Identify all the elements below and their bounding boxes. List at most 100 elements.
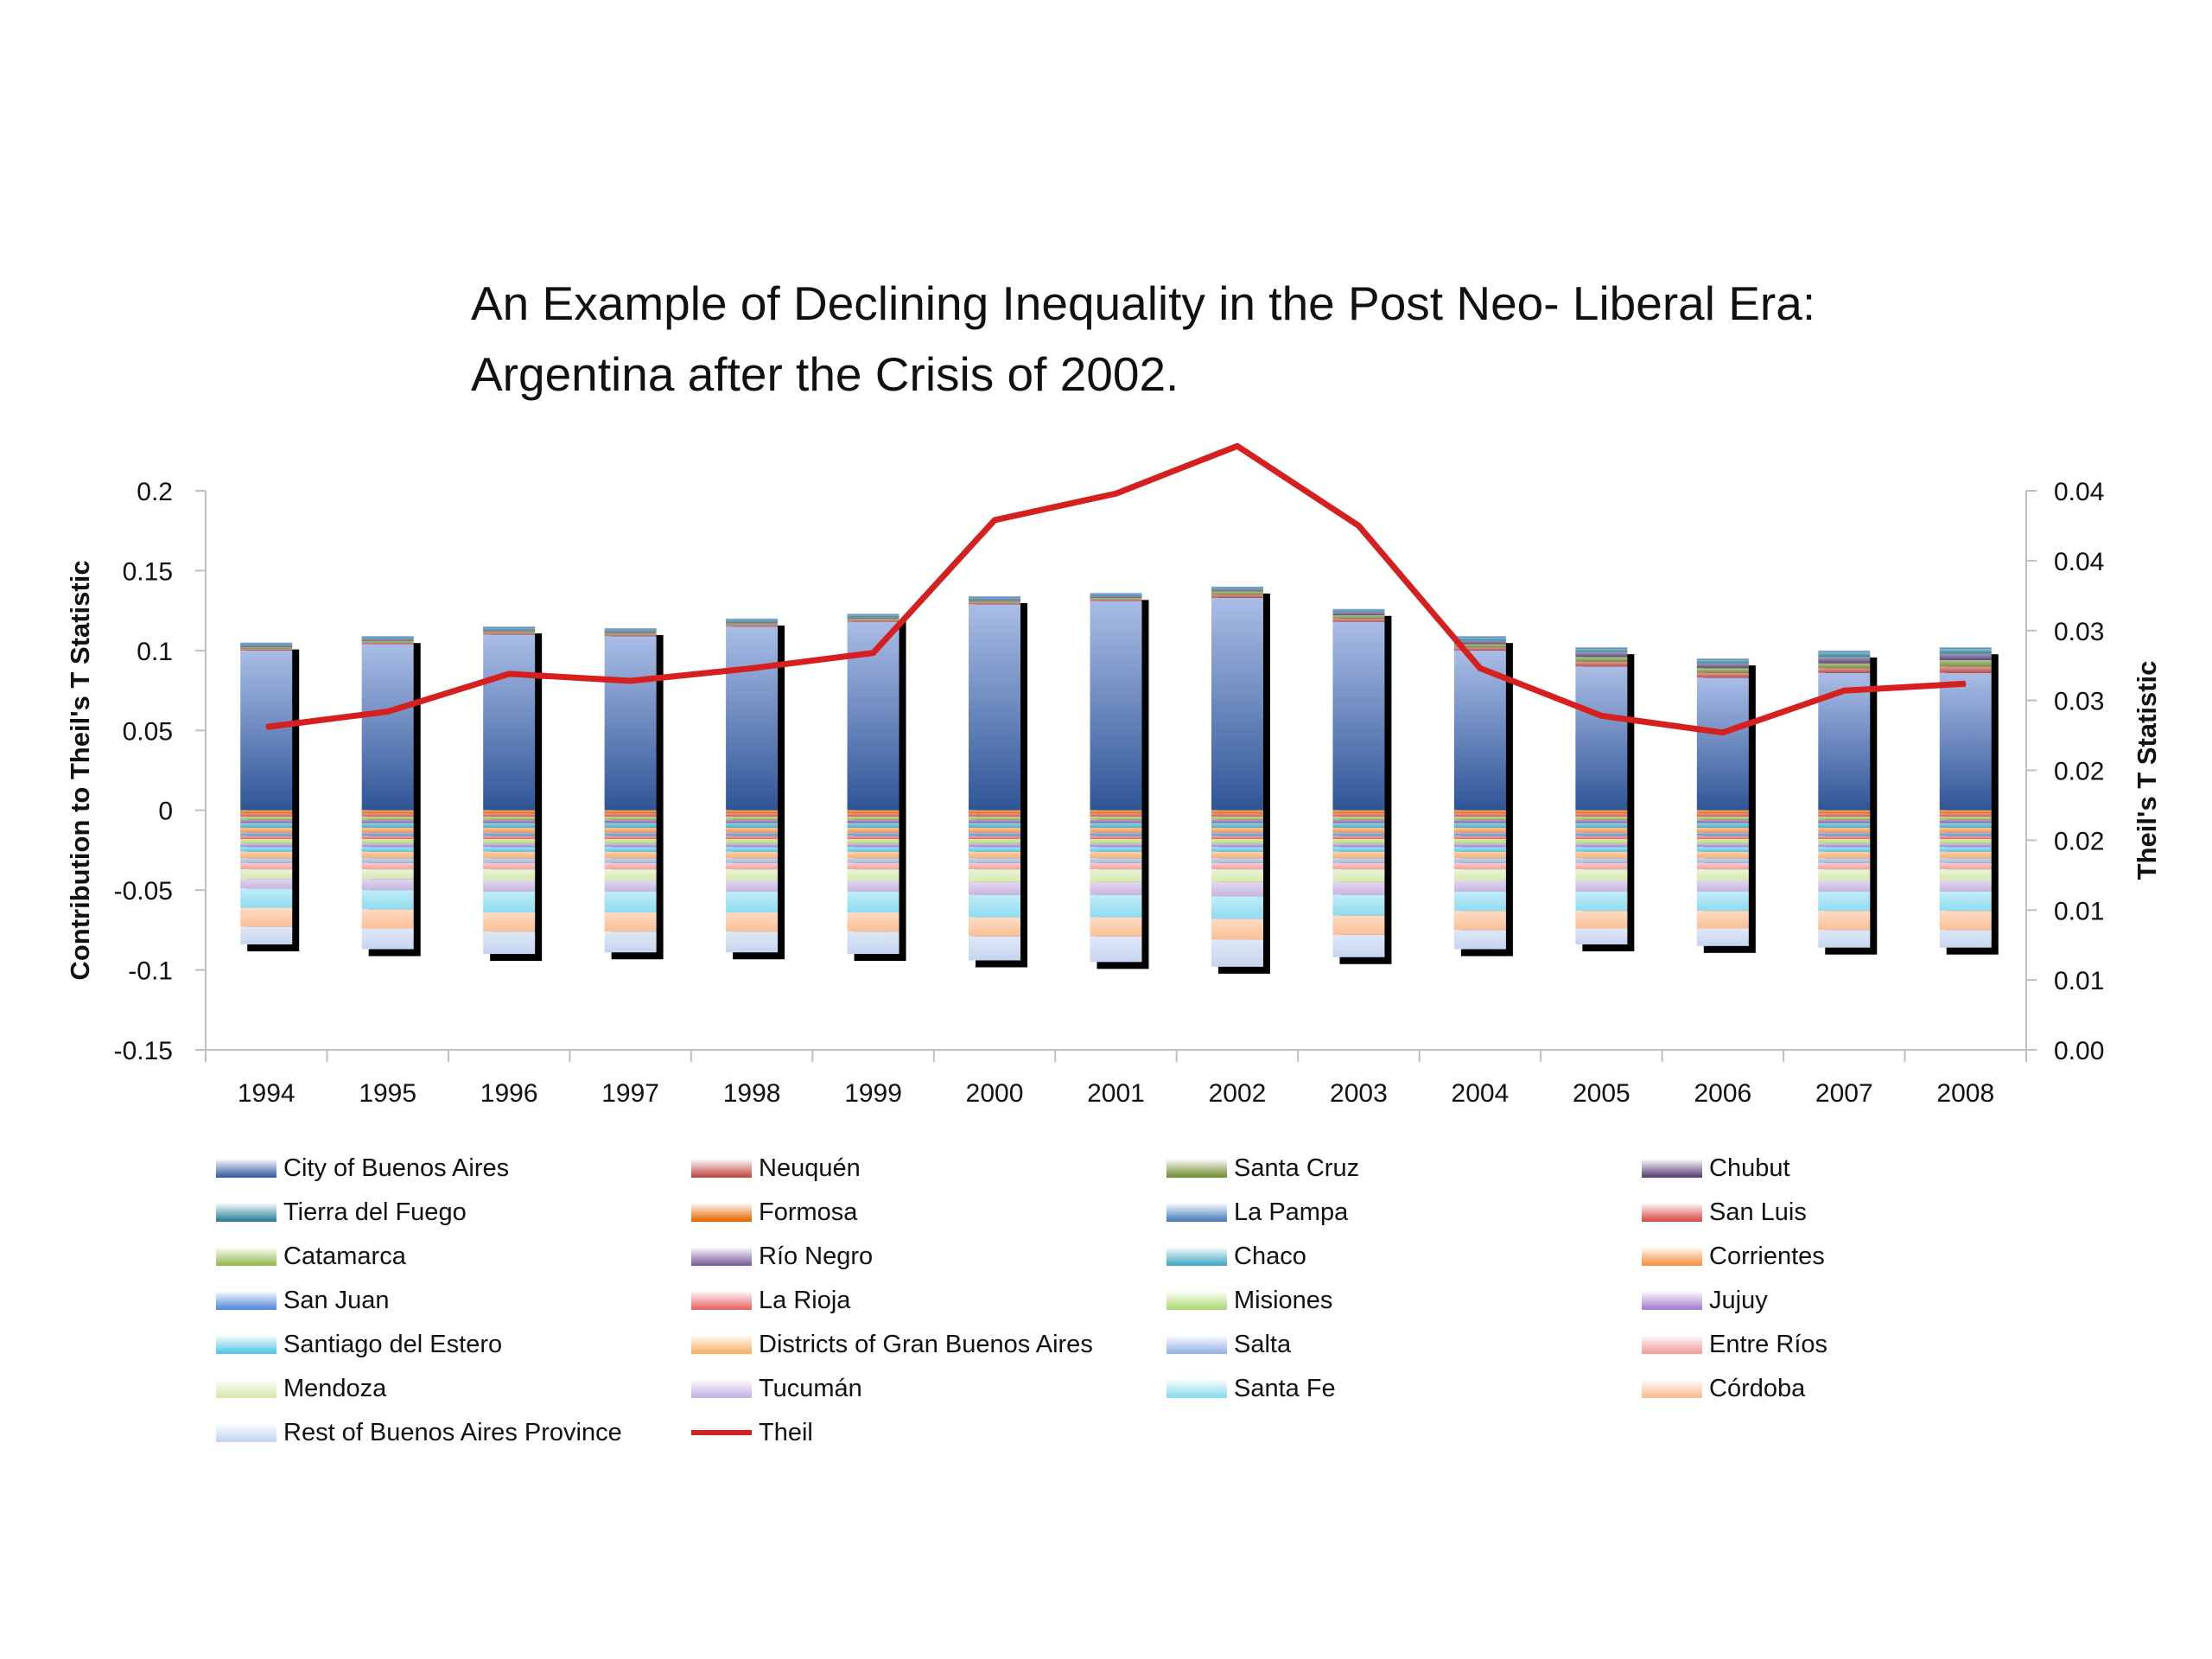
bar-segment-highlight <box>483 858 536 863</box>
bar-segment-highlight <box>1211 836 1263 839</box>
legend-item: Districts of Gran Buenos Aires <box>691 1325 1093 1363</box>
bar-segment-highlight <box>1211 838 1263 844</box>
axes <box>195 490 2037 1062</box>
bar-segment-highlight <box>1211 813 1263 817</box>
legend-line-swatch <box>691 1430 752 1435</box>
y2-tick-label: 0.02 <box>2054 758 2104 786</box>
bar-segment-highlight <box>604 629 657 632</box>
bar-segment-highlight <box>1211 939 1263 967</box>
bar-segment-highlight <box>969 881 1021 895</box>
bar-segment-highlight <box>1575 858 1628 863</box>
legend-label: Río Negro <box>759 1242 874 1270</box>
legend-label: San Luis <box>1709 1198 1807 1226</box>
theil-point <box>1843 690 1846 692</box>
bar-segment-highlight <box>1818 823 1871 829</box>
legend-item: Santa Cruz <box>1166 1149 1359 1187</box>
bar-segment-highlight <box>361 869 414 880</box>
legend-swatch <box>1166 1159 1227 1178</box>
bar-segment <box>1211 597 1263 810</box>
theil-point <box>1478 667 1481 670</box>
legend-item: Santiago del Estero <box>216 1325 502 1363</box>
bar-segment-highlight <box>1090 819 1142 823</box>
bar-segment-highlight <box>1696 851 1749 859</box>
title-line-2: Argentina after the Crisis of 2002. <box>471 347 1179 401</box>
legend-swatch <box>691 1291 752 1310</box>
bar-segment-highlight <box>847 912 899 932</box>
legend-swatch <box>216 1291 276 1310</box>
bar-segment-highlight <box>847 613 899 616</box>
bar-segment-highlight <box>1090 858 1142 863</box>
bar-segment-highlight <box>1453 858 1506 863</box>
bar-segment-highlight <box>483 810 536 814</box>
bar-segment-highlight <box>1211 896 1263 919</box>
bar-segment-highlight <box>361 847 414 852</box>
bar-segment-highlight <box>1696 672 1749 678</box>
bar-segment-highlight <box>969 862 1021 870</box>
legend-swatch <box>1166 1335 1227 1354</box>
bar-segment-highlight <box>847 832 899 836</box>
bar-segment-highlight <box>1211 843 1263 848</box>
bar-segment-highlight <box>1939 832 1992 836</box>
bar-segment-highlight <box>361 636 414 639</box>
legend-item: Santa Fe <box>1166 1370 1336 1408</box>
theil-point <box>1600 715 1603 717</box>
legend-swatch <box>1642 1379 1702 1398</box>
bar-segment-highlight <box>1211 858 1263 863</box>
bar-segment-highlight <box>1090 810 1142 814</box>
bar-segment-highlight <box>240 645 293 648</box>
bar-segment-highlight <box>1090 597 1142 600</box>
legend-item: La Pampa <box>1166 1193 1348 1231</box>
bar-segment-highlight <box>1939 828 1992 833</box>
bar-segment <box>1696 677 1749 810</box>
legend-label: Chubut <box>1709 1154 1790 1182</box>
bar-segment-highlight <box>847 862 899 870</box>
bar-segment-highlight <box>1332 612 1385 616</box>
y2-tick-label: 0.03 <box>2054 618 2104 646</box>
bar-segment-highlight <box>1090 594 1142 597</box>
legend-item: Corrientes <box>1642 1237 1825 1275</box>
bar-segment-highlight <box>847 615 899 618</box>
bar-segment-highlight <box>1332 618 1385 622</box>
bar-segment-highlight <box>604 828 657 833</box>
bar-segment-highlight <box>1696 668 1749 673</box>
bar-segment-highlight <box>1575 891 1628 912</box>
y-tick-label: 0 <box>158 798 173 826</box>
theil-point <box>508 672 511 675</box>
bar-segment-highlight <box>1939 819 1992 823</box>
bar-segment <box>1575 666 1628 810</box>
bar-segment-highlight <box>969 596 1021 598</box>
bar-segment-highlight <box>483 626 536 628</box>
bar-segment-highlight <box>1575 838 1628 844</box>
bar-segment-highlight <box>1090 828 1142 833</box>
legend-label: Corrientes <box>1709 1242 1825 1270</box>
bar-segment-highlight <box>847 869 899 881</box>
bar-segment-highlight <box>1696 817 1749 820</box>
bar-segment-highlight <box>1696 838 1749 844</box>
x-tick-label: 2000 <box>966 1079 1024 1108</box>
bar-segment-highlight <box>969 819 1021 823</box>
bar-segment-highlight <box>240 823 293 829</box>
theil-point <box>1964 683 1967 685</box>
stacked-bars <box>240 586 1999 974</box>
bar-segment-highlight <box>604 912 657 932</box>
bar-segment-highlight <box>1939 880 1992 892</box>
bar-segment-highlight <box>726 625 779 627</box>
bar-segment-highlight <box>1696 836 1749 839</box>
bar-segment-highlight <box>604 858 657 863</box>
legend-item: Chubut <box>1642 1149 1790 1187</box>
bar-segment-highlight <box>361 832 414 836</box>
bar-segment-highlight <box>1453 891 1506 912</box>
bar-segment-highlight <box>483 838 536 844</box>
bar-segment-highlight <box>1332 817 1385 820</box>
legend-swatch <box>691 1159 752 1178</box>
bar-segment-highlight <box>240 819 293 823</box>
bar-segment <box>483 634 536 810</box>
bar-segment-highlight <box>847 858 899 863</box>
bar-segment-highlight <box>604 817 657 820</box>
bar-segment-highlight <box>361 823 414 829</box>
legend-swatch <box>216 1379 276 1398</box>
y2-tick-label: 0.00 <box>2054 1037 2104 1065</box>
bar-segment-highlight <box>1818 847 1871 852</box>
bar-segment-highlight <box>1939 659 1992 667</box>
bar-segment <box>726 626 779 810</box>
